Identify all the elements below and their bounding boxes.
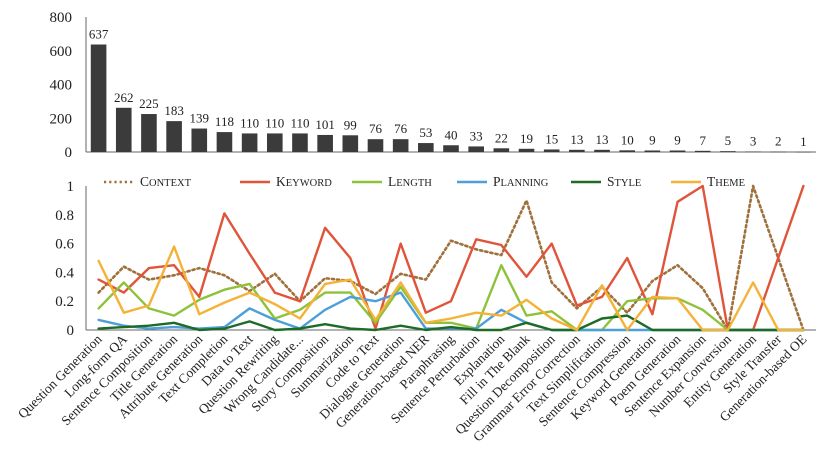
bar-value-label: 1 [800, 134, 807, 149]
legend-label: KEYWORD [276, 174, 332, 189]
bar-question-rewriting [266, 133, 283, 152]
legend-label: PLANNING [493, 174, 549, 189]
bar-y-tick-label: 600 [50, 44, 73, 60]
legend-label: LENGTH [388, 174, 432, 189]
bar-value-label: 99 [344, 117, 357, 132]
bar-value-label: 76 [394, 121, 408, 136]
line-y-tick-label: 1 [67, 179, 75, 195]
bar-value-label: 15 [545, 131, 558, 146]
bar-entity-generation [745, 151, 761, 153]
legend-item-length: LENGTH [352, 174, 432, 189]
bar-style-transfer [770, 151, 787, 153]
line-y-tick-label: 0.2 [55, 294, 74, 310]
bar-value-label: 7 [699, 133, 706, 148]
line-y-tick-label: 0.8 [55, 208, 74, 224]
bar-value-label: 5 [725, 133, 732, 148]
bar-attribute-generation [191, 128, 208, 152]
bar-value-label: 22 [495, 130, 508, 145]
bar-grammar-error-correction [569, 149, 585, 152]
bar-question-decomposition [543, 149, 560, 152]
bar-value-label: 9 [649, 132, 656, 147]
series-line-context [97, 184, 805, 332]
bar-fill-in-the-blank [518, 148, 535, 152]
bar-dialogue-generation [392, 139, 409, 152]
bar-text-completion [216, 132, 233, 152]
bar-generation-based-ner [418, 143, 434, 152]
bar-value-label: 139 [190, 111, 210, 126]
bar-sentence-perturbation [468, 146, 484, 152]
bar-value-label: 19 [520, 131, 533, 146]
bar-sentence-compression [619, 150, 636, 152]
legend-item-keyword: KEYWORD [240, 174, 332, 189]
line-chart: 0 0.2 0.4 0.6 0.8 1 CONTEXT KEYWORD LENGTH PLANNI… [55, 174, 816, 339]
bar-sentence-composition [141, 114, 157, 152]
bar-y-tick-label: 800 [50, 10, 73, 26]
bar-value-label: 40 [445, 127, 458, 142]
bar-explanation [493, 148, 510, 152]
line-y-tick-label: 0.6 [55, 237, 74, 253]
bar-title-generation [166, 121, 182, 152]
bar-y-tick-label: 0 [65, 145, 73, 161]
bar-value-label: 262 [114, 90, 134, 105]
legend-item-theme: THEME [671, 174, 745, 189]
series-line-length [97, 264, 805, 332]
legend-label: STYLE [607, 174, 641, 189]
bar-y-tick-label: 400 [50, 78, 73, 94]
legend-item-style: STYLE [571, 174, 641, 189]
bar-value-label: 183 [164, 103, 184, 118]
bar-value-label: 9 [674, 132, 681, 147]
line-y-tick-label: 0.4 [55, 265, 74, 281]
series-line-keyword [97, 184, 805, 332]
line-y-tick-label: 0 [67, 323, 75, 339]
series-line-theme [97, 245, 805, 332]
bar-value-label: 3 [750, 133, 757, 148]
legend-item-planning: PLANNING [457, 174, 549, 189]
bar-value-label: 110 [265, 115, 284, 130]
bar-value-label: 225 [139, 96, 159, 111]
bar-value-label: 33 [470, 128, 483, 143]
bar-value-label: 53 [419, 125, 432, 140]
bar-value-label: 637 [89, 27, 109, 42]
series-line-style [97, 314, 805, 332]
bar-wrong-candidate [292, 133, 308, 152]
bar-generation-based-oe [795, 151, 812, 153]
bar-value-label: 13 [570, 132, 583, 147]
bar-value-label: 2 [775, 134, 782, 149]
bar-value-label: 110 [240, 115, 259, 130]
bar-summarization [342, 135, 359, 152]
bar-poem-generation [669, 150, 686, 152]
bar-keyword-generation [644, 150, 661, 152]
bar-question-generation [90, 44, 107, 152]
bar-text-simplification [594, 149, 610, 152]
bar-number-conversion [720, 151, 736, 152]
legend-item-context: CONTEXT [104, 174, 192, 189]
bar-value-label: 10 [621, 132, 634, 147]
bar-data-to-text [241, 133, 258, 152]
bar-story-composition [317, 134, 333, 152]
bar-sentence-expansion [694, 150, 711, 152]
bar-y-tick-label: 200 [50, 111, 73, 127]
legend-label: THEME [707, 174, 745, 189]
bar-long-form-qa [115, 107, 132, 152]
bar-value-label: 101 [315, 117, 335, 132]
bar-value-label: 118 [215, 114, 234, 129]
legend-label: CONTEXT [140, 174, 192, 189]
bar-paraphrasing [443, 145, 459, 152]
bar-value-label: 76 [369, 121, 383, 136]
bar-value-label: 110 [290, 115, 309, 130]
bar-code-to-text [367, 139, 384, 152]
bar-value-label: 13 [596, 132, 609, 147]
